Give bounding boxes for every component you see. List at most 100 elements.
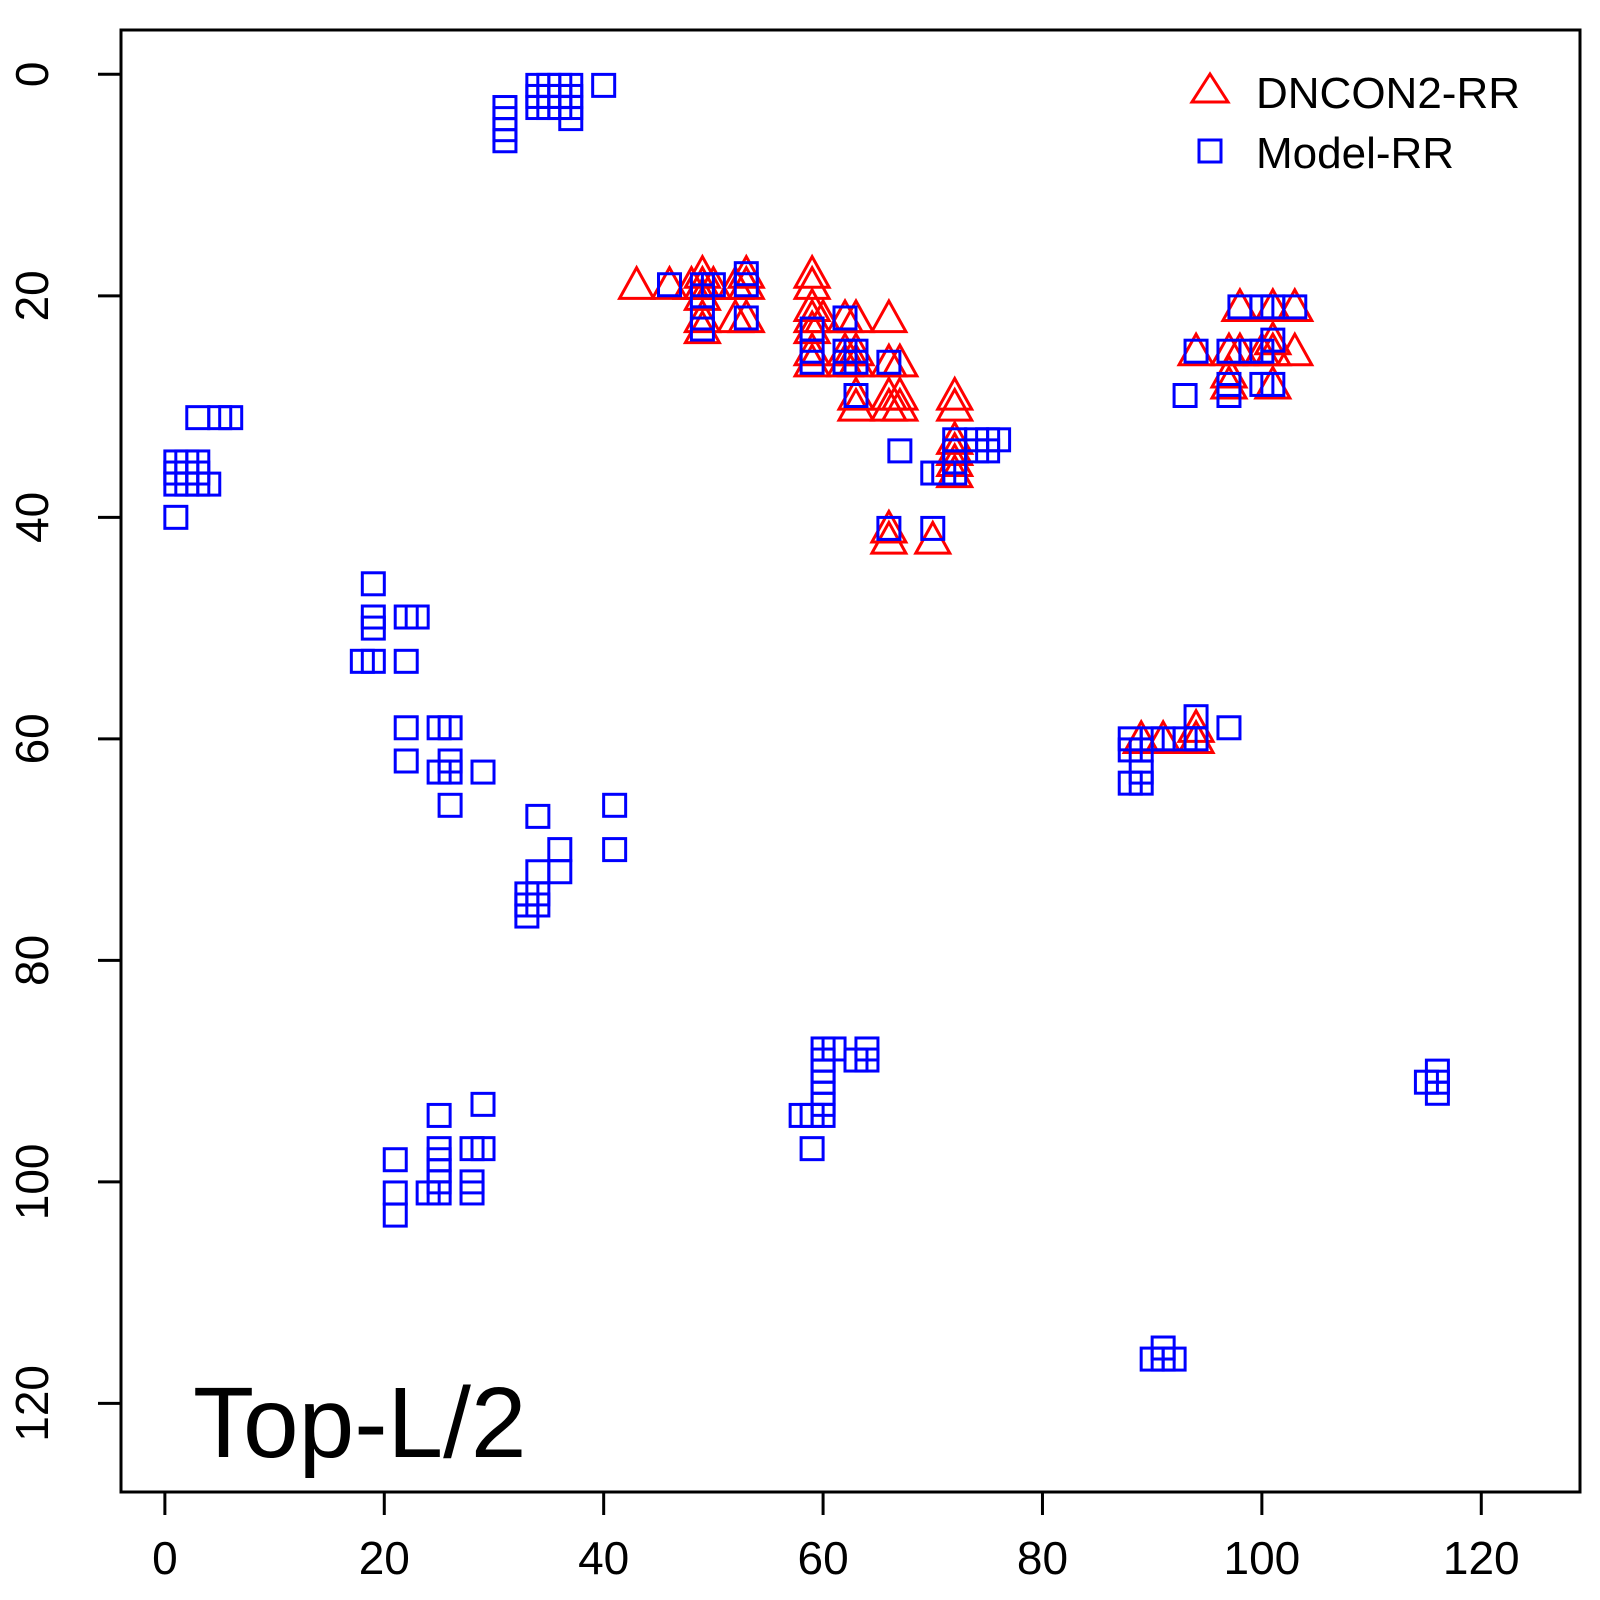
point-model-rr [360,615,386,641]
point-dncon2-rr [792,253,832,289]
point-model-rr [1216,383,1242,408]
point-model-rr [459,1180,485,1206]
point-model-rr [547,837,573,863]
point-dncon2-rr [913,519,953,555]
point-model-rr [1227,294,1253,320]
point-dncon2-rr [1220,331,1260,367]
point-model-rr [986,427,1012,453]
point-dncon2-rr [935,386,975,422]
y-tick-label: 60 [6,713,58,764]
y-tick-label: 20 [6,270,58,321]
legend-label-dncon2-rr: DNCON2-RR [1256,69,1520,118]
point-dncon2-rr [880,375,920,411]
point-model-rr [525,803,551,829]
point-model-rr [832,305,858,331]
point-model-rr [810,1102,836,1128]
point-dncon2-rr [792,331,832,367]
legend: DNCON2-RR Model-RR [1189,69,1520,178]
point-model-rr [163,504,189,530]
point-model-rr [404,604,430,630]
point-model-rr [393,748,419,774]
point-model-rr [492,128,518,154]
point-model-rr [1183,726,1209,752]
point-model-rr [602,837,628,863]
y-tick-label: 100 [6,1144,58,1221]
point-model-rr [920,515,946,541]
point-model-rr [843,349,869,375]
point-dncon2-rr [1275,331,1315,367]
point-model-rr [437,759,463,785]
point-dncon2-rr [1143,718,1183,754]
point-model-rr [799,349,825,375]
point-model-rr [382,1180,408,1206]
point-model-rr [1172,383,1198,408]
y-tick-label: 0 [6,62,58,88]
top-l2-annotation: Top-L/2 [193,1367,527,1479]
point-model-rr [733,305,759,331]
point-dncon2-rr [1209,364,1249,400]
point-dncon2-rr [836,375,876,411]
point-dncon2-rr [1253,364,1293,400]
data-marks [163,72,1450,1372]
point-dncon2-rr [836,386,876,422]
point-dncon2-rr [1209,353,1249,389]
point-model-rr [382,1147,408,1173]
point-dncon2-rr [1176,331,1216,367]
point-model-rr [437,792,463,818]
x-axis: 0 20 40 60 80 100 120 [152,1490,1520,1584]
point-model-rr [1260,371,1286,397]
point-model-rr [547,859,573,885]
point-dncon2-rr [869,508,909,544]
point-dncon2-rr [935,375,975,411]
point-model-rr [1282,294,1308,320]
point-dncon2-rr [682,297,722,334]
point-model-rr [382,1202,408,1228]
point-model-rr [437,715,463,741]
x-tick-label: 0 [152,1532,178,1584]
point-model-rr [470,1091,496,1117]
point-model-rr [360,571,386,597]
point-model-rr [876,515,902,541]
point-model-rr [525,892,551,918]
point-dncon2-rr [1176,718,1216,754]
point-dncon2-rr [649,264,690,300]
point-dncon2-rr [869,297,909,334]
point-model-rr [470,1136,496,1162]
point-dncon2-rr [935,452,975,489]
point-dncon2-rr [869,519,909,555]
y-tick-label: 40 [6,492,58,543]
x-tick-label: 60 [797,1532,848,1584]
y-tick-label: 80 [6,935,58,986]
point-model-rr [854,1047,880,1073]
x-tick-label: 20 [359,1532,410,1584]
point-model-rr [360,648,386,674]
point-model-rr [1260,327,1286,353]
point-model-rr [602,792,628,818]
point-dncon2-rr [726,253,766,289]
point-dncon2-rr [792,264,832,300]
point-model-rr [525,859,551,885]
point-dncon2-rr [1275,286,1315,322]
point-model-rr [1183,338,1209,364]
point-model-rr [558,106,584,132]
point-model-rr [185,405,211,431]
point-model-rr [426,1102,452,1128]
point-model-rr [393,715,419,741]
point-model-rr [733,272,759,298]
legend-label-model-rr: Model-RR [1256,129,1454,178]
point-model-rr [426,1180,452,1206]
point-dncon2-rr [682,308,722,345]
point-model-rr [887,438,913,464]
point-dncon2-rr [617,264,657,300]
point-model-rr [700,272,726,298]
point-dncon2-rr [792,342,832,378]
point-model-rr [876,349,902,375]
point-model-rr [393,648,419,674]
x-tick-label: 100 [1223,1532,1300,1584]
point-model-rr [218,405,244,431]
point-model-rr [1128,770,1154,796]
x-tick-label: 40 [578,1532,629,1584]
point-model-rr [799,1136,825,1162]
point-dncon2-rr [880,386,920,422]
